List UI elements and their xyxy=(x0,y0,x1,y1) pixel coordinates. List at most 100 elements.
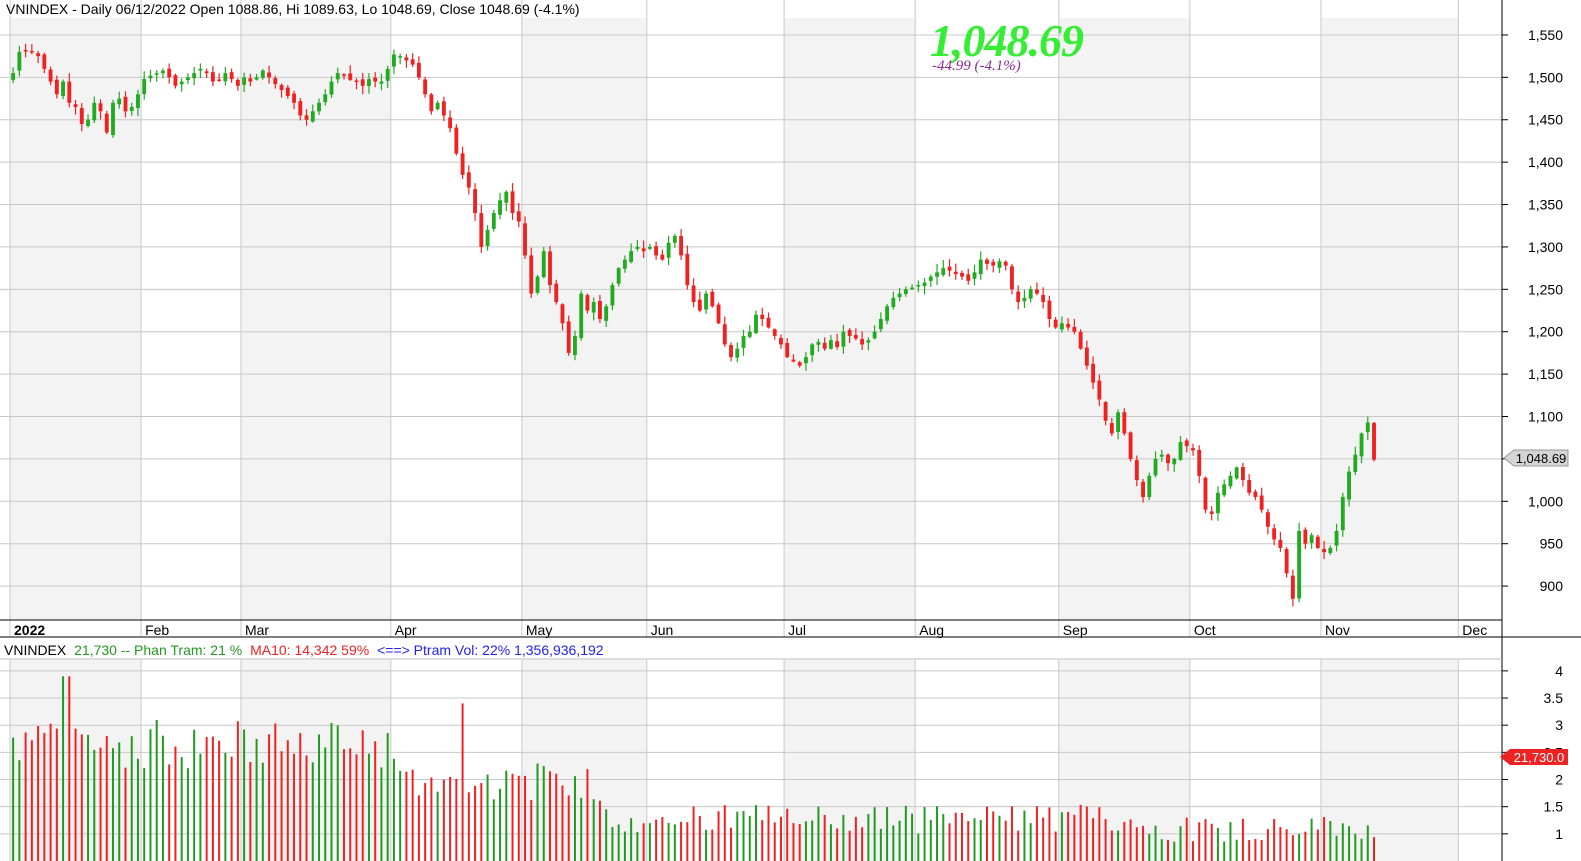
volume-badge-shape xyxy=(1500,749,1568,765)
volume-bar xyxy=(992,811,995,861)
volume-bar xyxy=(923,807,926,861)
candle-body xyxy=(860,338,865,345)
candle-body xyxy=(36,53,41,57)
volume-bar xyxy=(755,805,757,861)
candle-body xyxy=(816,341,821,345)
candle-body xyxy=(466,172,471,188)
candle-body xyxy=(279,85,284,91)
volume-bar xyxy=(1279,827,1282,861)
candle-body xyxy=(416,62,421,78)
candle-body xyxy=(760,314,765,319)
volume-bar xyxy=(1029,823,1032,861)
volume-bar xyxy=(1216,827,1219,861)
candle-body xyxy=(210,72,215,82)
candle-body xyxy=(1010,266,1014,290)
candle-body xyxy=(635,246,640,249)
candle-body xyxy=(953,271,958,275)
candle-body xyxy=(947,266,952,271)
volume-bar xyxy=(99,747,102,861)
candle-body xyxy=(248,78,253,82)
volume-bar xyxy=(898,820,901,861)
volume-bar xyxy=(623,831,626,861)
candle-body xyxy=(317,102,321,112)
candle-body xyxy=(747,331,752,337)
volume-bar xyxy=(411,769,414,861)
candle-body xyxy=(735,348,740,358)
volume-bar xyxy=(730,827,733,861)
candle-body xyxy=(98,103,103,112)
candle-body xyxy=(1347,471,1351,500)
volume-bar xyxy=(62,676,65,861)
volume-bar xyxy=(1229,822,1232,861)
x-tick-label: Mar xyxy=(245,622,269,638)
volume-bar xyxy=(399,770,402,861)
candle-body xyxy=(629,251,634,262)
candle-body xyxy=(498,200,502,215)
volume-bar xyxy=(804,821,807,861)
volume-bar xyxy=(1329,820,1332,861)
volume-bar xyxy=(474,785,477,861)
month-shade-volume xyxy=(1320,660,1459,861)
candle-body xyxy=(1134,460,1139,481)
volume-bar xyxy=(536,763,539,861)
candle-body xyxy=(822,342,827,349)
volume-tick-label: 1.5 xyxy=(1544,799,1564,815)
volume-bar xyxy=(12,737,15,861)
price-tick-label: 1,300 xyxy=(1528,239,1563,255)
candle-body xyxy=(1059,323,1064,330)
candle-body xyxy=(1072,327,1077,332)
volume-bar xyxy=(436,791,439,861)
price-tick-label: 1,150 xyxy=(1528,366,1563,382)
candle-body xyxy=(1353,454,1358,473)
volume-bar xyxy=(655,819,658,861)
candle-body xyxy=(579,293,584,339)
volume-bar xyxy=(30,740,33,861)
volume-bar xyxy=(524,775,527,861)
volume-bar xyxy=(342,749,345,861)
volume-bar xyxy=(861,827,864,861)
volume-bar xyxy=(218,740,221,861)
volume-bar xyxy=(917,833,920,861)
volume-bar xyxy=(530,800,533,861)
price-axis-ticks: 900 950 1,000 1,100 1,150 1,200 1,250 1,300 1,35… xyxy=(1502,27,1563,594)
candle-body xyxy=(223,73,228,82)
volume-bar xyxy=(386,732,389,861)
volume-bar xyxy=(1335,835,1338,861)
candle-body xyxy=(1109,423,1114,434)
candle-body xyxy=(179,81,184,85)
price-badge-label: 1,048.69 xyxy=(1516,451,1567,466)
candle-body xyxy=(1141,481,1145,498)
candle-body xyxy=(1247,480,1252,493)
volume-bar xyxy=(567,795,570,861)
candle-body xyxy=(710,291,715,307)
volume-bar xyxy=(74,728,77,861)
volume-bar xyxy=(1167,839,1170,861)
volume-bar xyxy=(761,820,764,861)
candle-body xyxy=(1159,454,1164,457)
volume-bar xyxy=(1260,840,1263,861)
volume-bar xyxy=(1067,811,1070,861)
candle-body xyxy=(1328,547,1333,554)
volume-bar xyxy=(392,758,395,861)
volume-bar xyxy=(55,728,58,861)
candle-body xyxy=(473,189,478,214)
candle-body xyxy=(410,59,415,65)
volume-bar xyxy=(598,800,601,861)
volume-bar xyxy=(1085,806,1088,861)
candle-body xyxy=(685,253,690,286)
volume-bar xyxy=(1223,841,1226,861)
month-shade-volume xyxy=(240,660,391,861)
price-tick-label: 1,500 xyxy=(1528,69,1563,85)
candle-body xyxy=(360,79,365,86)
candle-body xyxy=(1153,458,1158,476)
ptram-text: <==> Ptram Vol: 22% 1,356,936,192 xyxy=(377,642,604,658)
price-tick-label: 950 xyxy=(1540,536,1564,552)
candle-body xyxy=(391,54,396,67)
volume-bar xyxy=(779,816,782,861)
volume-tick-label: 2 xyxy=(1555,772,1563,788)
candle-body xyxy=(1253,491,1258,498)
volume-bar xyxy=(873,807,876,861)
candle-body xyxy=(1097,380,1102,400)
volume-bar xyxy=(1129,819,1132,861)
volume-bar xyxy=(380,767,383,861)
